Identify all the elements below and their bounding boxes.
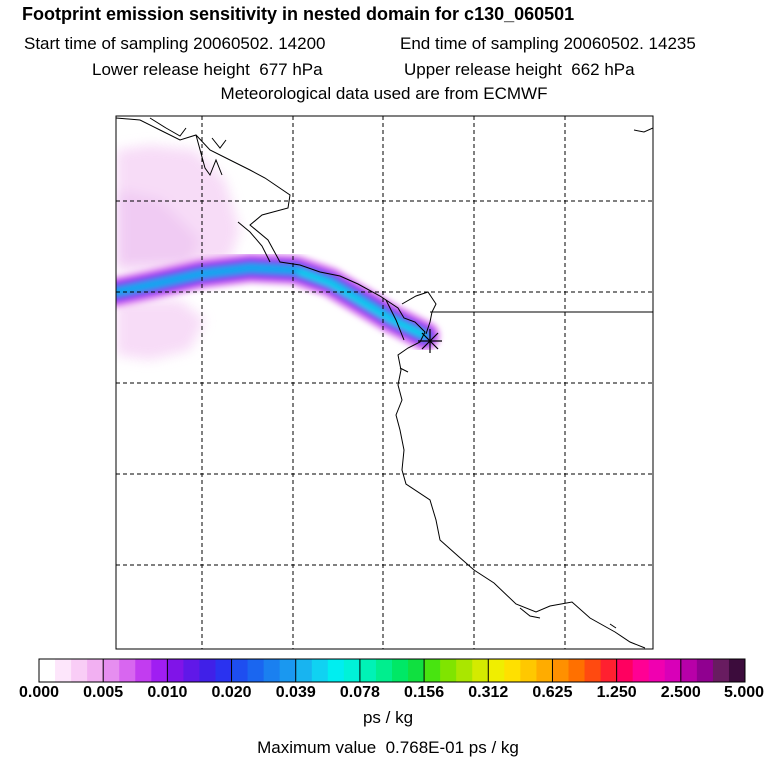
colorbar-cell [231, 659, 249, 682]
colorbar-cell [119, 659, 136, 682]
colorbar-cell [584, 659, 602, 682]
upper-release-label: Upper release height 662 hPa [404, 60, 635, 79]
colorbar-cell [279, 659, 297, 682]
colorbar-cell [600, 659, 618, 682]
plot-title: Footprint emission sensitivity in nested… [22, 4, 575, 24]
colorbar-tick-label: 0.078 [339, 684, 380, 701]
colorbar-cell [87, 659, 104, 682]
colorbar-cell [199, 659, 216, 682]
colorbar-tick-label: 0.020 [211, 684, 252, 701]
colorbar-tick-label: 0.625 [532, 684, 573, 701]
colorbar-cell [456, 659, 473, 682]
colorbar-cell [183, 659, 200, 682]
colorbar-tick-label: 0.005 [83, 684, 124, 701]
colorbar-tick-label: 0.000 [18, 684, 60, 701]
colorbar-cell [135, 659, 152, 682]
colorbar-cell [71, 659, 88, 682]
colorbar-cell [311, 659, 329, 682]
colorbar-cell [632, 659, 650, 682]
colorbar-cell [440, 659, 457, 682]
colorbar-cell [696, 659, 714, 682]
colorbar-cell [472, 659, 489, 682]
grid-lines [116, 116, 653, 649]
colorbar-cell [552, 659, 569, 682]
end-sampling-label: End time of sampling 20060502. 14235 [400, 34, 696, 53]
colorbar-cells [39, 659, 746, 682]
colorbar-tick-label: 2.500 [660, 684, 701, 701]
lower-release-label: Lower release height 677 hPa [92, 60, 323, 79]
colorbar-cell [263, 659, 281, 682]
colorbar-cell [343, 659, 361, 682]
colorbar-cell [488, 659, 505, 682]
colorbar-cell [327, 659, 345, 682]
colorbar-tick-label: 5.000 [723, 684, 765, 701]
release-point-marker [418, 329, 442, 353]
colorbar-cell [215, 659, 233, 682]
colorbar-cell [616, 659, 634, 682]
colorbar-cell [39, 659, 56, 682]
colorbar-units: ps / kg [362, 708, 414, 727]
colorbar-cell [103, 659, 120, 682]
colorbar-cell [55, 659, 72, 682]
colorbar-cell [167, 659, 184, 682]
colorbar-cell [295, 659, 313, 682]
colorbar-cell [408, 659, 425, 682]
colorbar-cell [648, 659, 666, 682]
colorbar-cell [424, 659, 441, 682]
plume-halo [116, 145, 240, 360]
maximum-value-label: Maximum value 0.768E-01 ps / kg [257, 738, 519, 757]
colorbar-cell [359, 659, 377, 682]
colorbar-tick-label: 0.312 [468, 684, 509, 701]
colorbar-tick-label: 0.010 [147, 684, 188, 701]
colorbar-tick-label: 1.250 [596, 684, 637, 701]
colorbar-cell [680, 659, 698, 682]
colorbar-cell [712, 659, 730, 682]
coastlines [116, 117, 653, 649]
colorbar-cell [151, 659, 168, 682]
colorbar-tick-label: 0.156 [404, 684, 445, 701]
colorbar-cell [247, 659, 265, 682]
start-sampling-label: Start time of sampling 20060502. 14200 [24, 34, 326, 53]
colorbar-cell [728, 659, 746, 682]
colorbar-cell [568, 659, 586, 682]
colorbar-tick-label: 0.039 [275, 684, 316, 701]
colorbar-cell [504, 659, 521, 682]
plume-core [116, 253, 440, 351]
colorbar-cell [520, 659, 537, 682]
colorbar-cell [536, 659, 553, 682]
colorbar-cell [375, 659, 393, 682]
met-data-label: Meteorological data used are from ECMWF [220, 84, 548, 103]
colorbar-cell [664, 659, 682, 682]
colorbar-cell [392, 659, 409, 682]
map-frame [115, 115, 654, 650]
